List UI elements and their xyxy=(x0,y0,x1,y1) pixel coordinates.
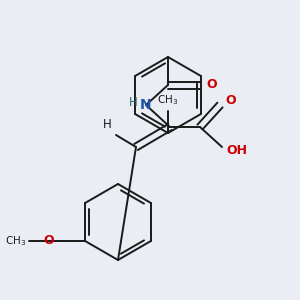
Text: O: O xyxy=(225,94,236,107)
Text: H: H xyxy=(103,118,112,131)
Text: O: O xyxy=(44,235,54,248)
Text: H: H xyxy=(129,97,138,110)
Text: N: N xyxy=(140,98,152,112)
Text: CH$_3$: CH$_3$ xyxy=(5,234,26,248)
Text: O: O xyxy=(206,79,217,92)
Text: CH$_3$: CH$_3$ xyxy=(158,93,178,107)
Text: OH: OH xyxy=(226,145,247,158)
